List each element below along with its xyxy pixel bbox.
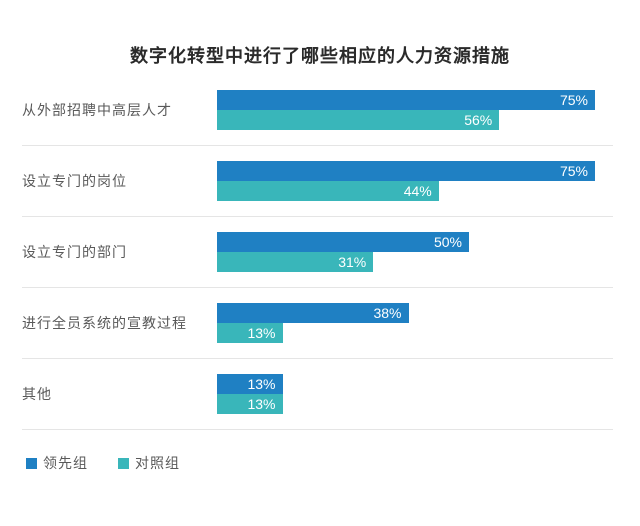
legend-label: 对照组: [135, 455, 180, 471]
row-separator: [22, 216, 613, 217]
category-label: 进行全员系统的宣教过程: [22, 315, 187, 331]
chart-row: 从外部招聘中高层人才 75% 56%: [0, 90, 640, 130]
bar-group: 38% 13%: [217, 303, 409, 343]
chart-row: 设立专门的部门 50% 31%: [0, 232, 640, 272]
control-group-bar: 13%: [217, 394, 283, 414]
bar-value-label: 75%: [559, 163, 588, 179]
bar-group: 75% 56%: [217, 90, 595, 130]
bar-group: 75% 44%: [217, 161, 595, 201]
chart-title: 数字化转型中进行了哪些相应的人力资源措施: [130, 46, 510, 66]
bar-value-label: 44%: [403, 183, 432, 199]
control-group-bar: 13%: [217, 323, 283, 343]
leading-group-bar: 50%: [217, 232, 469, 252]
row-separator: [22, 287, 613, 288]
category-label: 其他: [22, 386, 52, 402]
leading-group-bar: 38%: [217, 303, 409, 323]
category-label: 从外部招聘中高层人才: [22, 102, 172, 118]
category-label: 设立专门的岗位: [22, 173, 127, 189]
bar-value-label: 50%: [433, 234, 462, 250]
bar-value-label: 31%: [338, 254, 367, 270]
bar-value-label: 38%: [373, 305, 402, 321]
chart-legend: 领先组 对照组: [0, 453, 640, 473]
chart-rows: 从外部招聘中高层人才 75% 56% 设立专门的岗位 75% 44% 设立专门的部门 50% 3…: [0, 90, 640, 430]
bar-group: 13% 13%: [217, 374, 283, 414]
bar-value-label: 13%: [247, 396, 276, 412]
bar-value-label: 75%: [559, 92, 588, 108]
bar-value-label: 56%: [464, 112, 493, 128]
legend-label: 领先组: [43, 455, 88, 471]
legend-swatch: [118, 457, 129, 469]
control-group-bar: 31%: [217, 252, 374, 272]
control-group-bar: 44%: [217, 181, 439, 201]
leading-group-bar: 75%: [217, 90, 595, 110]
row-separator: [22, 358, 613, 359]
legend-item-control: 对照组: [118, 453, 180, 473]
row-separator: [22, 145, 613, 146]
bar-group: 50% 31%: [217, 232, 469, 272]
category-label: 设立专门的部门: [22, 244, 127, 260]
chart-row: 设立专门的岗位 75% 44%: [0, 161, 640, 201]
chart-row: 其他 13% 13%: [0, 374, 640, 414]
legend-item-leading: 领先组: [26, 453, 88, 473]
control-group-bar: 56%: [217, 110, 500, 130]
bar-value-label: 13%: [247, 376, 276, 392]
chart-row: 进行全员系统的宣教过程 38% 13%: [0, 303, 640, 343]
leading-group-bar: 13%: [217, 374, 283, 394]
row-separator: [22, 429, 613, 430]
leading-group-bar: 75%: [217, 161, 595, 181]
legend-swatch: [26, 457, 37, 469]
bar-value-label: 13%: [247, 325, 276, 341]
